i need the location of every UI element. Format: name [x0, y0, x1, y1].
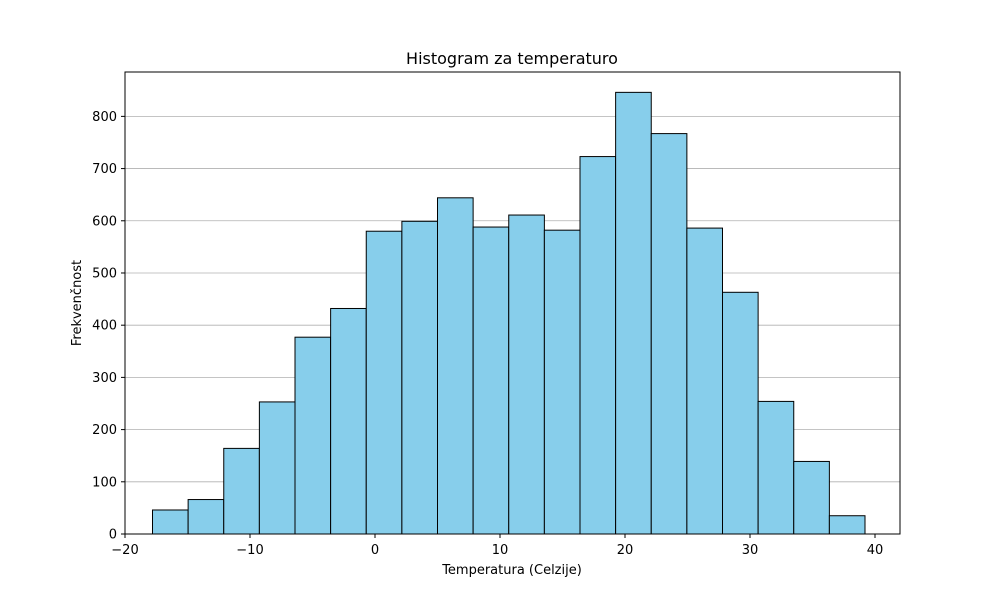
x-tick-label: 10	[492, 543, 509, 558]
x-tick-label: 40	[867, 543, 884, 558]
y-tick-label: 100	[92, 475, 117, 490]
x-tick-label: 30	[742, 543, 759, 558]
histogram-bar	[722, 291, 759, 535]
histogram-bar	[508, 214, 545, 535]
y-tick-label: 300	[92, 371, 117, 386]
histogram-bar	[258, 401, 296, 535]
histogram-bar	[152, 509, 189, 535]
y-axis-title: Frekvenčnost	[70, 260, 85, 346]
histogram-bar	[686, 227, 723, 535]
histogram-bar	[365, 230, 403, 535]
histogram-bar	[187, 499, 225, 535]
histogram-bar	[330, 307, 367, 535]
x-tick-label: 20	[617, 543, 634, 558]
histogram-bar	[650, 133, 688, 535]
histogram-bar	[793, 460, 830, 535]
plot-frame	[124, 71, 901, 535]
x-axis-title: Temperatura (Celzije)	[441, 563, 582, 578]
histogram-bar	[472, 226, 510, 535]
histogram-bar	[615, 91, 652, 535]
histogram-bar	[757, 400, 795, 535]
histogram-bar	[828, 515, 866, 535]
x-axis-ticks: −20 −10 0 10 20 30 40	[111, 534, 883, 558]
histogram-bars	[152, 91, 866, 535]
histogram-bar	[223, 447, 260, 535]
y-tick-label: 800	[92, 110, 117, 125]
y-tick-label: 0	[109, 528, 117, 543]
x-tick-label: −20	[111, 543, 138, 558]
y-tick-label: 200	[92, 423, 117, 438]
histogram-bar	[437, 197, 474, 535]
histogram-bar	[579, 156, 617, 535]
y-axis-ticks: 0 100 200 300 400 500 600 700 800	[92, 110, 125, 543]
chart-title: Histogram za temperaturo	[406, 49, 618, 68]
x-tick-label: −10	[236, 543, 263, 558]
histogram-bar	[543, 229, 581, 535]
y-tick-label: 600	[92, 214, 117, 229]
y-tick-label: 500	[92, 266, 117, 281]
y-tick-label: 400	[92, 319, 117, 334]
histogram-bar	[294, 336, 332, 535]
x-tick-label: 0	[371, 543, 379, 558]
histogram-bar	[401, 220, 438, 535]
y-tick-label: 700	[92, 162, 117, 177]
